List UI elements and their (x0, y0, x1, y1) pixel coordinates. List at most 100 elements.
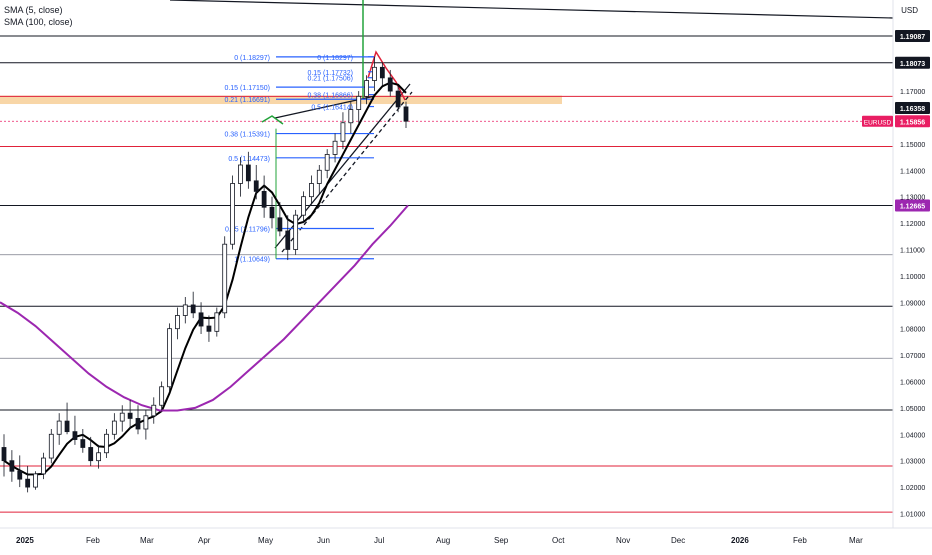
x-axis-tick-label: Dec (671, 536, 685, 545)
price-badge (895, 115, 930, 128)
y-axis-tick-label: 1.08000 (900, 327, 925, 334)
y-axis-tick-label: 1.07000 (900, 353, 925, 360)
candle-body[interactable] (379, 66, 385, 79)
candle-body[interactable] (395, 90, 401, 108)
candle-body[interactable] (340, 122, 346, 142)
x-axis-tick-label: Feb (793, 536, 807, 545)
fib-level-label: 0 (1.18297) (317, 55, 353, 62)
candle-body[interactable] (80, 439, 86, 448)
candle-body[interactable] (198, 312, 204, 327)
x-axis-tick-label: Jun (317, 536, 330, 545)
price-badge-text: 1.18073 (900, 61, 925, 68)
y-axis-tick-label: 1.02000 (900, 485, 925, 492)
candle-body[interactable] (356, 95, 362, 110)
candle-body[interactable] (214, 312, 220, 332)
candle-body[interactable] (111, 420, 117, 435)
candle-body[interactable] (332, 140, 338, 155)
indicator-legend: SMA (5, close) SMA (100, close) (4, 4, 73, 28)
y-axis-tick-label: 1.11000 (900, 247, 925, 254)
candle-body[interactable] (96, 452, 101, 462)
candle-body[interactable] (190, 304, 196, 314)
fib-level-label: 0.5 (1.16414) (311, 105, 353, 112)
currency-label: USD (901, 6, 918, 15)
y-axis-tick-label: 1.13000 (900, 195, 925, 202)
candle-body[interactable] (238, 164, 243, 184)
y-axis-tick-label: 1.10000 (900, 274, 925, 281)
candle-body[interactable] (277, 217, 283, 232)
candle-body[interactable] (387, 77, 393, 92)
fib-level-label: 0.5 (1.14473) (228, 156, 270, 163)
x-axis-tick-label: 2025 (16, 536, 34, 545)
candle-body[interactable] (25, 478, 31, 488)
candle-body[interactable] (261, 190, 267, 208)
price-badge (895, 102, 930, 115)
candle-body[interactable] (151, 404, 157, 417)
y-axis-tick-label: 1.05000 (900, 406, 925, 413)
y-axis-tick-label: 1.15000 (900, 142, 925, 149)
x-axis-tick-label: Aug (436, 536, 450, 545)
sma-fast-line[interactable] (3, 81, 407, 476)
x-axis-tick-label: 2026 (731, 536, 749, 545)
candle-body[interactable] (159, 386, 165, 406)
candle-body[interactable] (88, 447, 94, 462)
candle-body[interactable] (72, 431, 78, 440)
candle-body[interactable] (316, 169, 322, 184)
price-badge-text: 1.12665 (900, 204, 925, 211)
sma-slow-line[interactable] (0, 204, 409, 412)
candle-body[interactable] (230, 183, 235, 245)
fib-level-label: 0.15 (1.17732) (307, 70, 353, 77)
candle-body[interactable] (17, 470, 23, 480)
candle-body[interactable] (167, 328, 172, 388)
candle-body[interactable] (364, 80, 369, 97)
price-badge-text: 1.16358 (900, 106, 925, 113)
candle-body[interactable] (324, 154, 330, 171)
fib-level-label: 0.21 (1.16691) (224, 97, 270, 104)
candle-body[interactable] (104, 433, 109, 454)
x-axis-tick-label: Jul (374, 536, 384, 545)
candle-body[interactable] (143, 415, 149, 430)
x-axis-tick-label: Feb (86, 536, 100, 545)
candle-body[interactable] (41, 457, 46, 475)
fib-level-label: 0.21 (1.17506) (307, 76, 353, 83)
candle-body[interactable] (372, 66, 377, 81)
long-trendline[interactable] (169, 0, 894, 19)
y-axis-tick-label: 1.14000 (900, 168, 925, 175)
candle-body[interactable] (127, 412, 133, 419)
fib-level-label: 0.85 (1.11796) (225, 226, 270, 233)
price-badge (895, 29, 930, 42)
x-axis-tick-label: Sep (494, 536, 509, 545)
candle-body[interactable] (48, 433, 54, 459)
legend-sma-slow[interactable]: SMA (100, close) (4, 17, 73, 27)
candle-body[interactable] (403, 106, 409, 122)
candle-body[interactable] (64, 420, 70, 433)
candle-body[interactable] (309, 183, 314, 198)
candle-body[interactable] (245, 164, 251, 182)
candle-body[interactable] (222, 243, 228, 314)
y-axis-tick-label: 1.03000 (900, 459, 925, 466)
candle-body[interactable] (293, 214, 299, 250)
candle-body[interactable] (119, 412, 125, 422)
candle-body[interactable] (253, 180, 259, 192)
candle-body[interactable] (301, 196, 306, 216)
x-axis-tick-label: Nov (616, 536, 630, 545)
symbol-badge-text: EURUSD (864, 119, 892, 126)
candle-body[interactable] (285, 230, 291, 250)
candle-body[interactable] (182, 304, 188, 316)
price-badge (895, 199, 930, 212)
candle-body[interactable] (175, 315, 180, 330)
candle-body[interactable] (1, 447, 7, 462)
candle-body[interactable] (348, 109, 354, 124)
candle-body[interactable] (56, 420, 62, 435)
candle-body[interactable] (33, 473, 38, 488)
price-badge-text: 1.15856 (900, 119, 925, 126)
candle-body[interactable] (135, 418, 141, 430)
candle-body[interactable] (9, 460, 15, 472)
rising-channel-dashed-line[interactable] (281, 91, 413, 253)
fib-level-label: 0 (1.18297) (234, 55, 270, 62)
y-axis-tick-label: 1.04000 (900, 432, 925, 439)
candle-body[interactable] (269, 206, 275, 219)
candle-body[interactable] (206, 325, 212, 332)
legend-sma-fast[interactable]: SMA (5, close) (4, 5, 63, 15)
